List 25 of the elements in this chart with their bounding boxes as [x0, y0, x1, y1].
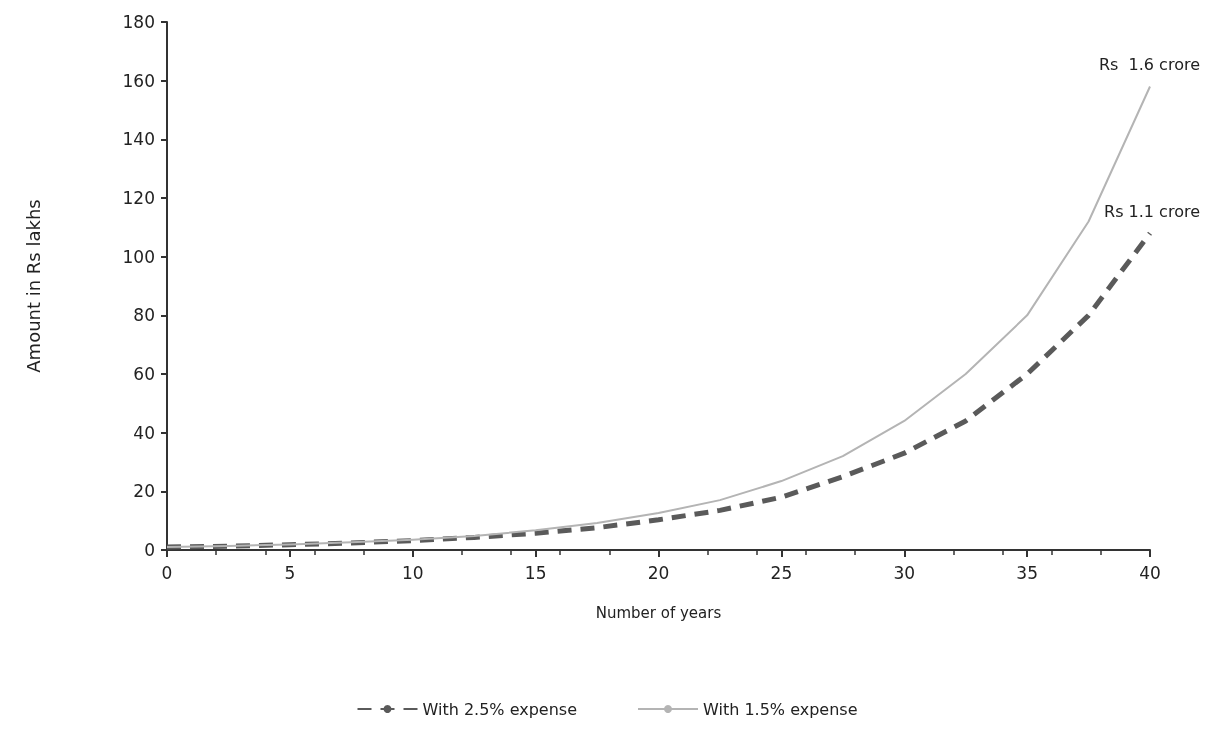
y-tick-label: 140 [122, 129, 155, 150]
y-tick-label: 160 [122, 70, 155, 91]
annotation: Rs 1.6 crore [1098, 55, 1200, 75]
y-tick-label: 100 [122, 246, 155, 267]
x-tick-label: 15 [524, 562, 547, 583]
x-tick-label: 30 [893, 562, 916, 583]
x-tick-label: 20 [647, 562, 670, 583]
x-tick-label: 5 [284, 562, 296, 583]
x-tick-label: 0 [161, 562, 173, 583]
y-tick-label: 40 [133, 422, 155, 443]
y-tick-label: 20 [133, 481, 155, 502]
y-axis-title: Amount in Rs lakhs [22, 199, 44, 373]
y-tick-label: 60 [133, 364, 155, 384]
y-tick-label: 0 [144, 540, 155, 560]
y-tick-label: 80 [133, 305, 155, 326]
x-tick-label: 10 [401, 562, 424, 583]
x-tick-label: 40 [1139, 562, 1161, 583]
x-tick-label: 35 [1016, 562, 1038, 583]
annotation: Rs 1.1 crore [1104, 201, 1200, 221]
legend-label: With 2.5% expense [422, 699, 577, 719]
y-tick-label: 180 [122, 12, 155, 32]
y-tick-label: 120 [122, 188, 155, 208]
legend-label: With 1.5% expense [703, 699, 858, 719]
x-axis-title: Number of years [595, 603, 722, 622]
x-tick-label: 25 [770, 562, 793, 583]
